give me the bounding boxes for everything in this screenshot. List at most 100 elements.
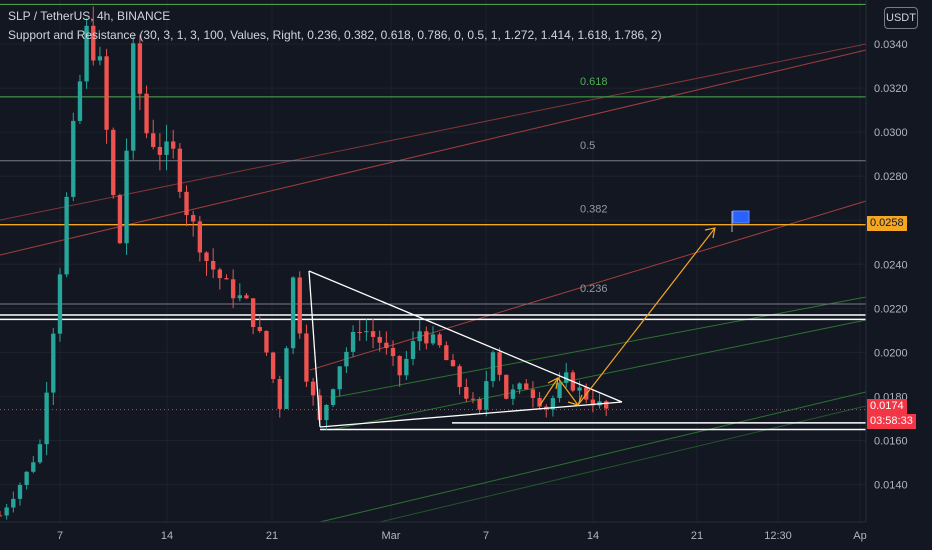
candle-body [370,331,376,337]
x-tick-label: 14 [587,530,599,542]
candle-body [0,515,3,517]
candle-body [71,120,76,197]
candle-body [197,221,203,253]
candle-body [577,387,582,391]
triangle-upper-line [308,270,623,403]
candle-body [17,484,23,499]
candle-body [31,462,36,472]
channel-lines [0,43,867,523]
x-tick-label: 7 [57,530,63,542]
candle-body [250,298,256,328]
candle-body [384,342,389,348]
candle-body [24,471,29,485]
channel-line [309,200,867,371]
candle-body [417,331,422,342]
candle-body [284,348,289,409]
current-price-label: 0.0174 [867,399,907,414]
x-tick-label: Ap [853,530,866,542]
grid [0,0,866,522]
y-tick-label: 0.0220 [874,303,908,315]
candle-body [264,330,269,353]
candle-body [497,352,502,375]
candle-body [37,444,43,463]
x-tick-label: 12:30 [764,530,792,542]
candle-body [137,43,143,94]
candle-body [277,379,282,409]
candle-body [97,56,103,61]
candle-body [171,141,176,149]
y-tick-label: 0.0280 [874,171,908,183]
candle-body [390,347,396,357]
fib-levels: 0.618 0.5 0.382 0.236 [0,3,866,305]
candle-body [124,150,129,244]
currency-button[interactable]: USDT [884,7,918,29]
candle-body [484,381,489,410]
candle-body [230,279,236,299]
candle-body [64,196,69,275]
price-axis[interactable]: 0.03400.03200.03000.02800.02600.02400.02… [865,0,932,550]
candle-body [84,25,89,82]
candle-body [91,25,96,61]
candle-body [11,498,16,508]
fib-label: 0.618 [580,76,608,88]
candle-body [117,195,123,244]
candle-body [330,389,336,405]
x-tick-label: Mar [382,530,401,542]
triangle-lower-line [319,401,623,428]
x-tick-label: 14 [161,530,173,542]
candle-body [344,351,349,367]
channel-line [319,391,867,523]
symbol-title[interactable]: SLP / TetherUS, 4h, BINANCE [8,9,171,23]
candle-body [437,334,442,346]
indicator-legend[interactable]: Support and Resistance (30, 3, 1, 3, 100… [8,28,662,42]
candle-body [424,331,429,344]
price-axis-bg [866,0,932,550]
candle-body [357,331,362,333]
candle-body [377,336,382,343]
time-axis[interactable]: 7 14 21 Mar 7 14 21 12:30 Ap [0,521,867,542]
y-tick-label: 0.0160 [874,436,908,448]
candle-body [430,334,436,344]
y-tick-label: 0.0240 [874,259,908,271]
flag-icon [732,210,750,224]
x-tick-label: 21 [691,530,703,542]
y-tick-label: 0.0340 [874,39,908,51]
candle-body [57,274,63,334]
candle-body [257,327,262,331]
candle-body [51,333,56,393]
candle-body [450,360,456,367]
candle-body [131,43,136,151]
candle-body [490,352,496,382]
candle-body [404,358,409,376]
candle-body [517,383,522,390]
drawings [308,210,750,428]
arrow-head [547,376,559,390]
candle-body [111,129,116,196]
candle-body [350,331,356,352]
candle-body [457,366,462,388]
candle-body [144,93,149,134]
candle-body [44,392,49,445]
countdown-label: 03:58:33 [867,414,916,429]
channel-line [329,319,867,431]
candle-body [510,389,516,399]
candle-body [217,269,222,279]
candle-body [211,260,216,270]
support-resistance-lines [0,314,866,431]
candle-body [504,374,509,399]
y-tick-label: 0.0320 [874,83,908,95]
arrow-head [704,227,716,239]
candle-body [317,395,322,421]
candle-body [530,389,536,399]
candle-body [557,382,562,399]
candle-body [537,398,542,407]
candle-body [444,345,449,361]
candle-body [364,331,369,333]
candle-body [191,215,196,222]
candle-body [4,507,9,516]
candle-body [104,56,109,130]
candle-body [310,381,316,396]
candle-body [470,398,476,400]
